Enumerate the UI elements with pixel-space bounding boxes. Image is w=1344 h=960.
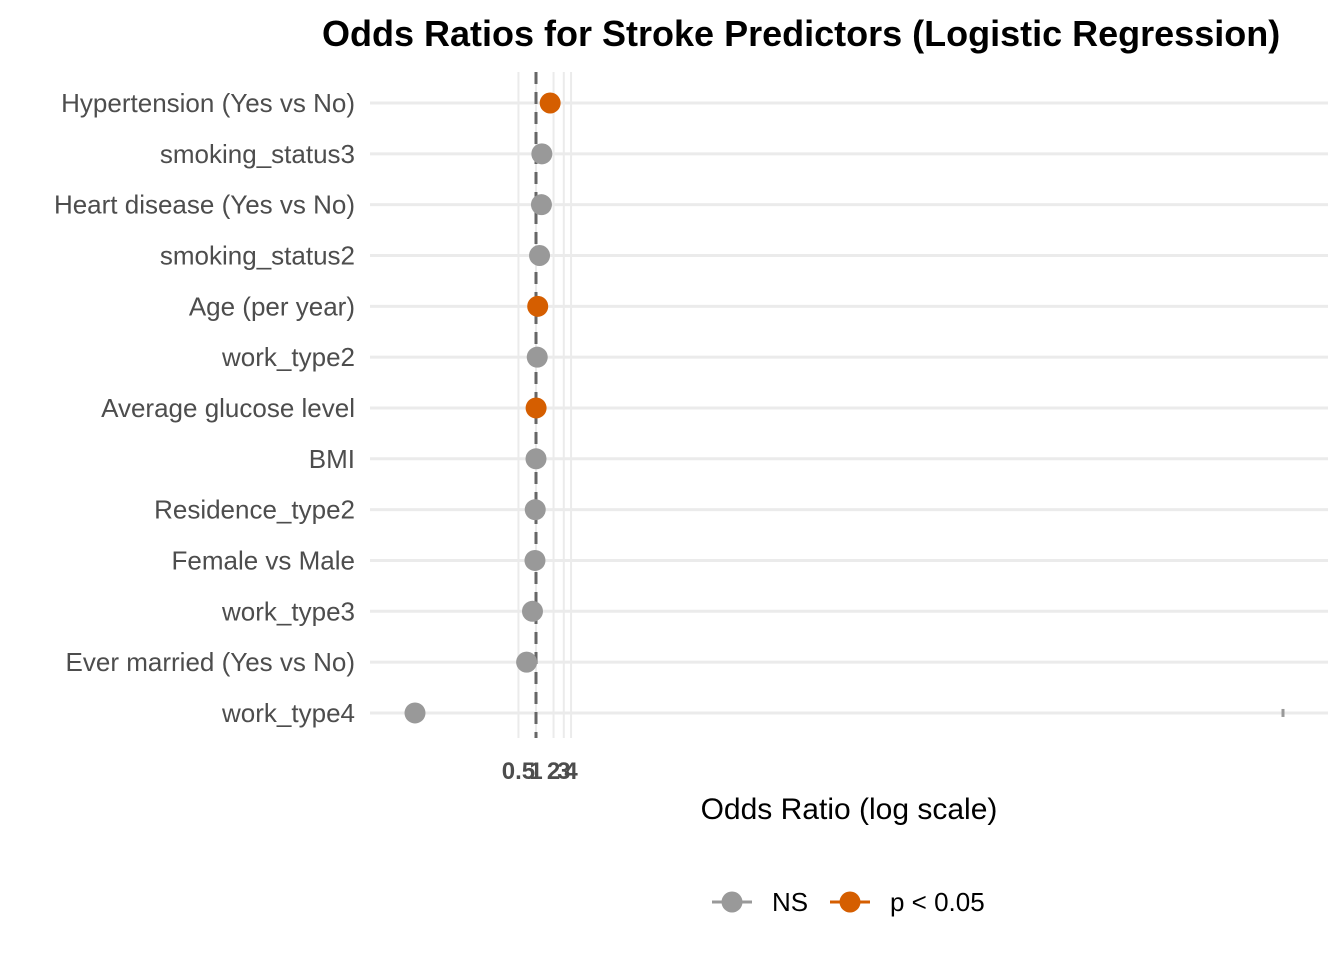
y-axis-label: BMI [309, 444, 355, 474]
y-axis-label: work_type4 [221, 698, 355, 728]
data-point [539, 92, 561, 114]
chart-title: Odds Ratios for Stroke Predictors (Logis… [322, 13, 1280, 54]
y-axis-label: work_type3 [221, 596, 355, 626]
x-tick-label: 0.5 [502, 758, 535, 785]
data-point [521, 600, 543, 622]
y-axis-labels: Hypertension (Yes vs No) smoking_status3 H… [54, 88, 355, 728]
y-axis-label: Residence_type2 [154, 495, 355, 525]
y-axis-label: smoking_status3 [160, 139, 355, 169]
x-tick-label: 3 [557, 758, 570, 785]
legend-key-dot [721, 891, 743, 913]
x-tick-label: 4 [564, 758, 578, 785]
x-tick-label: 2 [547, 758, 560, 785]
horizontal-gridlines [370, 101, 1328, 715]
y-axis-label: work_type2 [221, 342, 355, 372]
data-points [404, 92, 561, 724]
x-axis-tick-labels: 0.51 234 [502, 758, 579, 785]
data-point [525, 448, 547, 470]
legend-key-dot [839, 891, 861, 913]
legend: NS p < 0.05 [712, 887, 985, 917]
data-point [526, 346, 548, 368]
x-tick-label: 1 [529, 758, 542, 785]
y-axis-label: Ever married (Yes vs No) [66, 647, 355, 677]
y-axis-label: smoking_status2 [160, 240, 355, 270]
legend-label: NS [772, 887, 808, 917]
legend-label: p < 0.05 [890, 887, 985, 917]
y-axis-label: Average glucose level [101, 393, 355, 423]
data-point [530, 194, 552, 216]
x-axis-label: Odds Ratio (log scale) [701, 793, 998, 826]
data-point [531, 143, 553, 165]
y-axis-label: Age (per year) [189, 291, 355, 321]
data-point [524, 549, 546, 571]
data-point [529, 244, 551, 266]
data-point [527, 295, 549, 317]
data-point [404, 702, 426, 724]
y-axis-label: Female vs Male [172, 545, 356, 575]
data-point [516, 651, 538, 673]
data-point [524, 499, 546, 521]
y-axis-label: Heart disease (Yes vs No) [54, 190, 355, 220]
data-point [525, 397, 547, 419]
y-axis-label: Hypertension (Yes vs No) [61, 88, 355, 118]
